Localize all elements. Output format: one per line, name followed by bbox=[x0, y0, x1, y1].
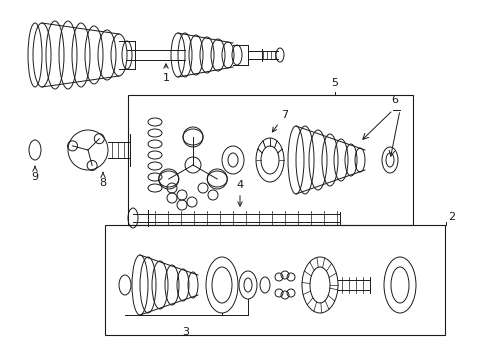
Text: 3: 3 bbox=[182, 327, 189, 337]
Text: 4: 4 bbox=[236, 180, 243, 206]
Text: 9: 9 bbox=[31, 166, 39, 182]
Text: 8: 8 bbox=[99, 172, 106, 188]
Bar bbox=[128, 95, 412, 225]
Text: 7: 7 bbox=[272, 110, 288, 132]
Text: 6: 6 bbox=[391, 95, 398, 105]
Text: 2: 2 bbox=[447, 212, 455, 222]
Bar bbox=[105, 225, 444, 335]
Text: 1: 1 bbox=[162, 64, 169, 83]
Text: 5: 5 bbox=[331, 78, 338, 88]
